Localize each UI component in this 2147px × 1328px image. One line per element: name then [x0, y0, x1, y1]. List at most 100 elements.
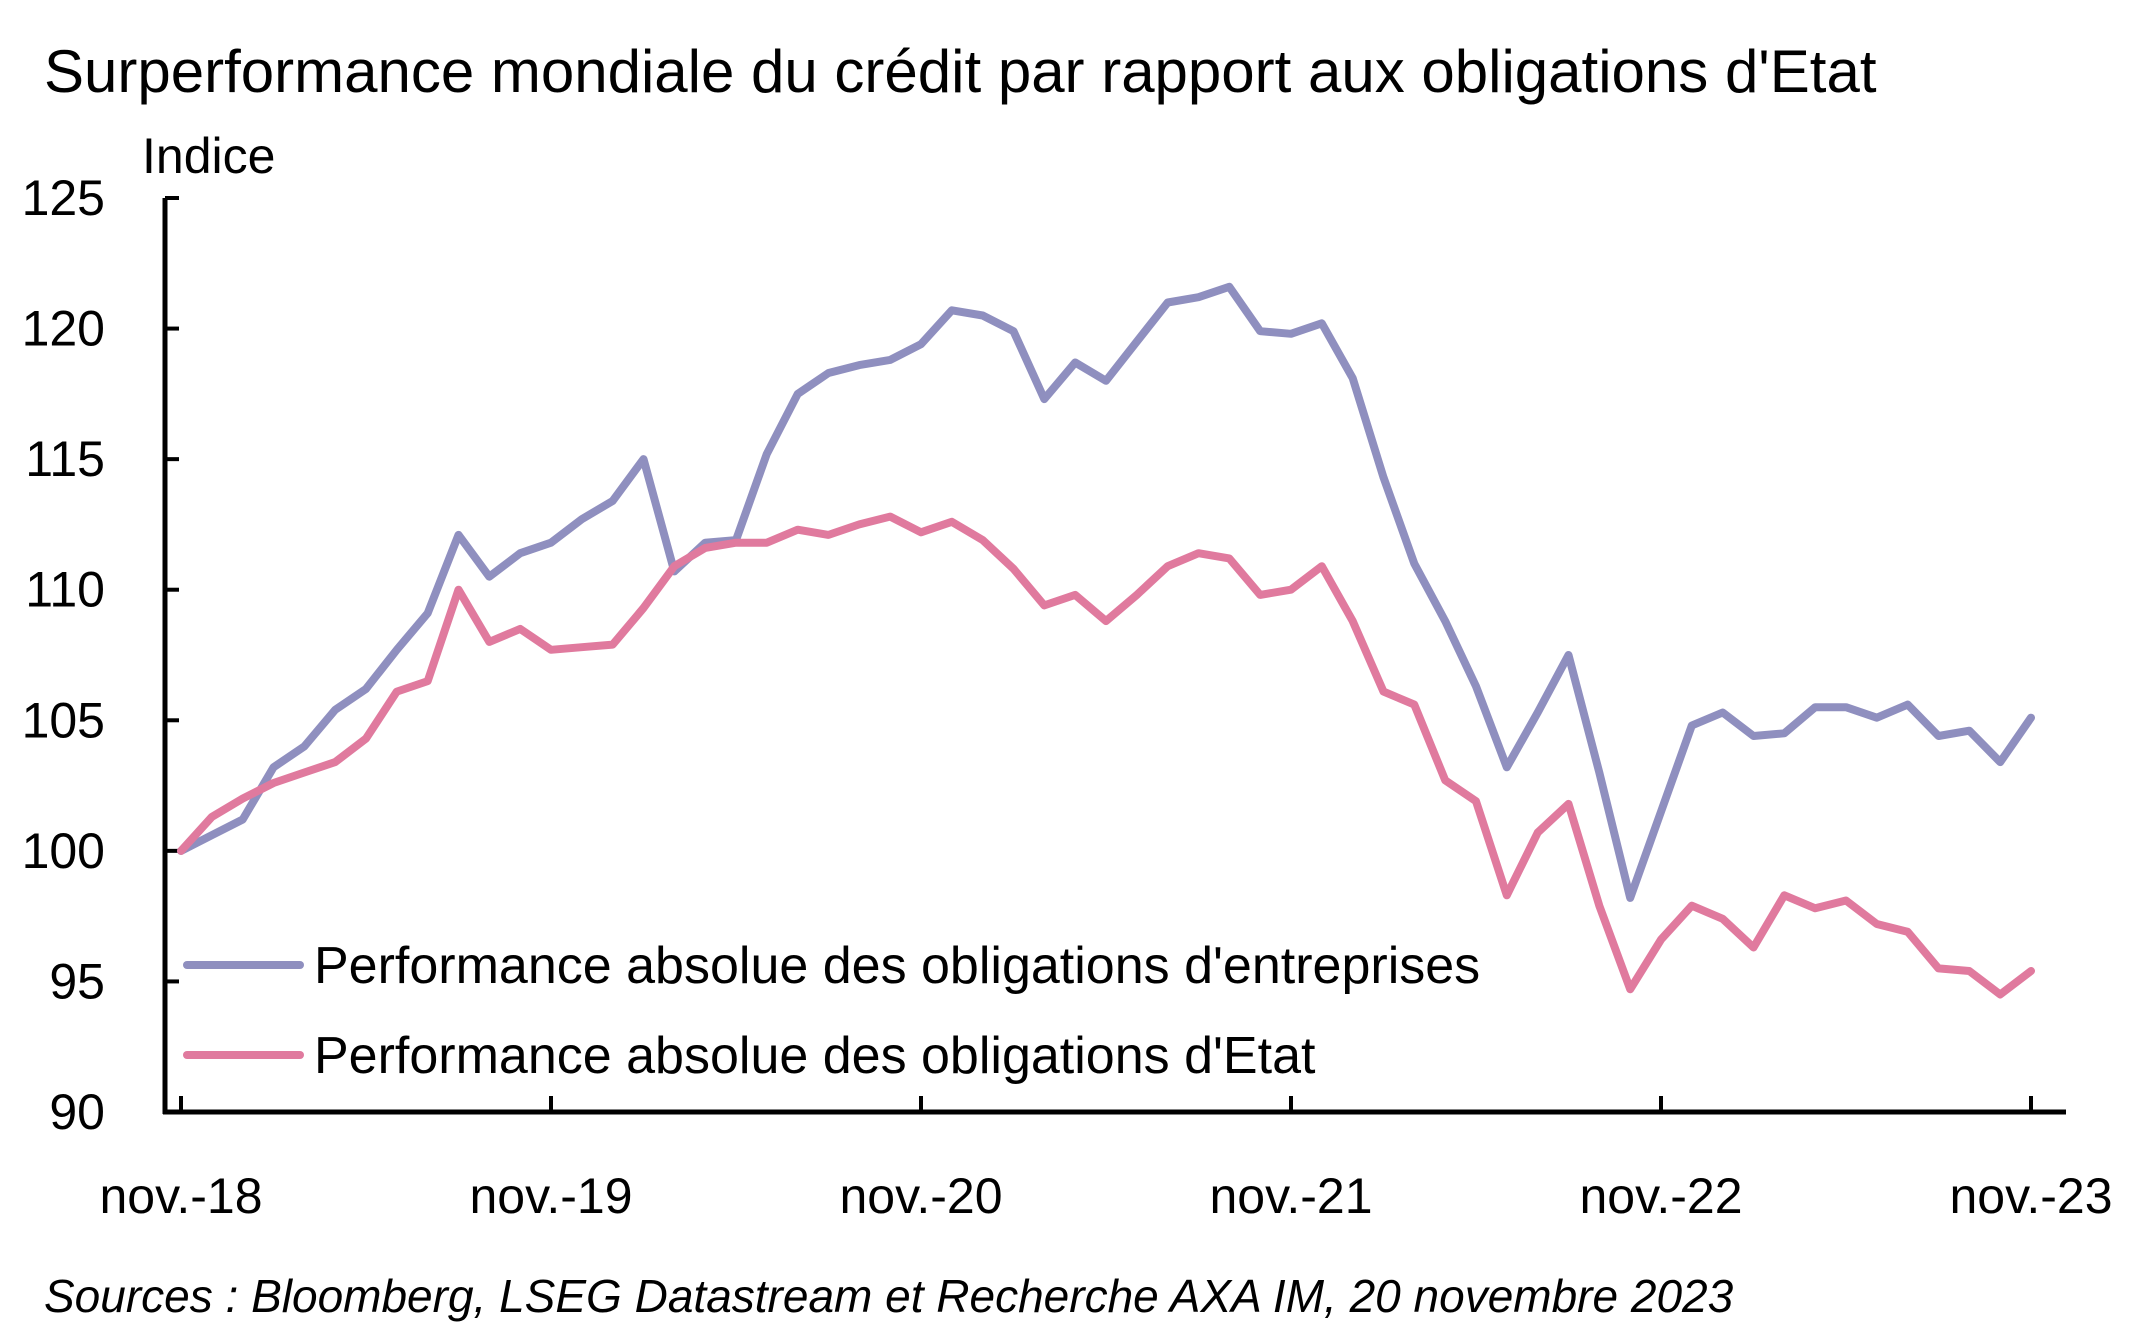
data-point: [1751, 734, 1756, 738]
data-point: [764, 451, 769, 456]
data-point: [888, 357, 893, 362]
data-point: [1936, 966, 1941, 971]
data-point: [1042, 397, 1047, 402]
data-point: [1350, 619, 1355, 624]
data-point: [456, 532, 461, 537]
data-point: [1844, 705, 1848, 710]
data-point: [1042, 603, 1047, 608]
data-point: [1165, 300, 1170, 305]
data-point: [826, 371, 831, 375]
data-point: [1967, 728, 1972, 733]
data-point: [1535, 710, 1540, 715]
data-point: [271, 781, 276, 785]
data-point: [980, 313, 985, 318]
data-point: [1597, 903, 1602, 908]
data-point: [425, 679, 430, 684]
data-point: [1751, 945, 1756, 950]
source-note: Sources : Bloomberg, LSEG Datastream et …: [44, 1270, 1734, 1322]
data-point: [1720, 916, 1725, 921]
data-point: [919, 342, 923, 347]
data-point: [1659, 809, 1663, 814]
data-point: [1381, 689, 1386, 694]
x-tick-label: nov.-21: [1209, 1168, 1372, 1224]
y-tick-label: 115: [25, 431, 105, 487]
y-tick-label: 95: [49, 953, 105, 1009]
data-point: [734, 540, 738, 545]
data-point: [826, 532, 831, 537]
data-point: [1905, 929, 1910, 934]
data-point: [703, 545, 708, 550]
data-point: [672, 564, 677, 569]
data-point: [1597, 770, 1602, 775]
data-point: [209, 814, 214, 819]
data-point: [2029, 969, 2033, 973]
data-point: [1998, 760, 2003, 765]
y-tick-label: 90: [49, 1084, 105, 1140]
data-point: [209, 833, 214, 838]
data-point: [1474, 799, 1478, 804]
data-point: [1535, 830, 1540, 835]
data-point: [857, 522, 862, 527]
data-point: [487, 639, 492, 644]
data-point: [1998, 992, 2003, 997]
data-point: [949, 308, 954, 313]
data-point: [888, 514, 893, 519]
data-point: [1782, 731, 1787, 736]
data-point: [1412, 561, 1417, 566]
data-point: [1844, 898, 1848, 903]
x-tick-label: nov.-19: [469, 1168, 632, 1224]
data-point: [1813, 705, 1818, 710]
data-point: [179, 848, 183, 853]
data-point: [1319, 321, 1324, 326]
series-lines: [177, 282, 2035, 999]
data-point: [579, 645, 584, 650]
data-point: [1289, 331, 1293, 336]
data-point: [610, 498, 615, 503]
data-point: [1258, 592, 1263, 597]
x-tick-label: nov.-23: [1949, 1168, 2112, 1224]
data-point: [2029, 715, 2033, 720]
data-point: [1720, 710, 1725, 715]
data-point: [487, 574, 492, 579]
data-point: [1443, 778, 1448, 783]
data-point: [271, 765, 276, 770]
data-point: [610, 642, 615, 647]
legend-label: Performance absolue des obligations d'en…: [314, 937, 1480, 995]
data-point: [333, 707, 338, 712]
data-point: [1134, 592, 1139, 597]
data-point: [641, 606, 646, 610]
data-point: [1319, 564, 1324, 569]
data-point: [333, 760, 338, 765]
data-point: [1874, 715, 1879, 720]
data-point: [1628, 895, 1633, 900]
y-tick-label: 110: [25, 562, 105, 618]
data-point: [1412, 702, 1417, 707]
x-tick-label: nov.-18: [99, 1168, 262, 1224]
data-point: [1381, 475, 1386, 480]
data-point: [1905, 702, 1910, 707]
data-point: [1011, 566, 1016, 571]
data-point: [240, 817, 245, 822]
data-point: [857, 363, 862, 368]
data-point: [1227, 556, 1232, 561]
data-point: [518, 626, 523, 631]
data-point: [949, 519, 954, 524]
data-point: [549, 647, 553, 652]
data-point: [302, 770, 307, 775]
data-point: [1443, 619, 1448, 624]
data-point: [1566, 653, 1571, 657]
data-point: [1073, 360, 1078, 365]
data-point: [919, 530, 923, 535]
y-tick-label: 105: [22, 692, 105, 748]
data-point: [240, 796, 245, 801]
data-point: [1104, 619, 1108, 624]
data-point: [1504, 893, 1509, 898]
data-point: [394, 647, 399, 652]
data-point: [1659, 937, 1663, 942]
data-point: [1874, 922, 1879, 926]
data-point: [1104, 378, 1108, 383]
x-axis: nov.-18 nov.-19 nov.-20 nov.-21 nov.-22 nov.-…: [99, 1096, 2113, 1224]
data-point: [1227, 284, 1232, 289]
